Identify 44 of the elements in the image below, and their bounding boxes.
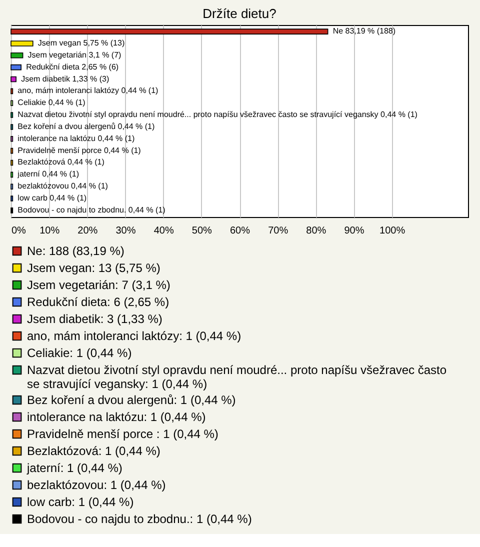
legend-label: Bezlaktózová: 1 (0,44 %) xyxy=(27,444,160,458)
x-tick-label: 90% xyxy=(344,226,364,236)
legend-label: Nazvat dietou životní styl opravdu není moudré... proto napíšu všežravec často se stravující vegansky: 1 (0,44 %) xyxy=(27,363,447,391)
category-label: jaterní 0,44 % (1) xyxy=(18,170,80,179)
x-tick-label: 100% xyxy=(380,226,406,236)
category-label: Bezlaktózová 0,44 % (1) xyxy=(18,158,104,167)
category-label: Pravidelně menší porce 0,44 % (1) xyxy=(18,146,141,155)
category-label: Bez koření a dvou alergenů 0,44 % (1) xyxy=(18,122,155,131)
legend-label: Pravidelně menší porce : 1 (0,44 %) xyxy=(27,427,218,441)
x-tick-label: 20% xyxy=(78,226,98,236)
category-label: Nazvat dietou životní styl opravdu není moudré... proto napíšu všežravec často se stravující vegansky 0,44 % (1) xyxy=(18,110,418,120)
x-tick-label: 0% xyxy=(12,226,26,236)
x-tick-label: 40% xyxy=(154,226,174,236)
legend-label: Jsem diabetik: 3 (1,33 %) xyxy=(27,312,162,326)
category-label: intolerance na laktózu 0,44 % (1) xyxy=(18,134,135,143)
x-tick-label: 70% xyxy=(268,226,288,236)
legend-label: intolerance na laktózu: 1 (0,44 %) xyxy=(27,410,206,424)
x-tick-label: 30% xyxy=(116,226,136,236)
category-label: Redukční dieta 2,65 % (6) xyxy=(26,62,119,72)
legend-label: jaterní: 1 (0,44 %) xyxy=(26,461,122,475)
chart-title: Držíte dietu? xyxy=(202,6,276,21)
category-label: Ne 83,19 % (188) xyxy=(332,26,396,36)
category-label: Jsem vegan 5,75 % (13) xyxy=(38,38,125,48)
x-tick-label: 50% xyxy=(192,226,212,236)
x-tick-label: 60% xyxy=(230,226,250,236)
category-label: Jsem diabetik 1,33 % (3) xyxy=(21,74,110,84)
legend-label: Celiakie: 1 (0,44 %) xyxy=(27,346,132,360)
category-label: bezlaktózovou 0,44 % (1) xyxy=(18,182,108,191)
category-label: ano, mám intoleranci laktózy 0,44 % (1) xyxy=(18,86,158,96)
category-label: Jsem vegetarián 3,1 % (7) xyxy=(28,50,122,60)
category-label: Celiakie 0,44 % (1) xyxy=(18,98,86,108)
legend-label: low carb: 1 (0,44 %) xyxy=(27,495,134,509)
legend-label: Jsem vegetarián: 7 (3,1 %) xyxy=(27,278,170,292)
legend-label: Bodovou - co najdu to zbodnu.: 1 (0,44 %) xyxy=(27,512,252,526)
legend-label: Ne: 188 (83,19 %) xyxy=(27,244,124,258)
x-tick-label: 80% xyxy=(306,226,326,236)
x-tick-label: 10% xyxy=(40,226,60,236)
category-label: low carb 0,44 % (1) xyxy=(18,194,87,203)
legend-label: bezlaktózovou: 1 (0,44 %) xyxy=(27,478,166,492)
legend-label: Bez koření a dvou alergenů: 1 (0,44 %) xyxy=(27,393,236,407)
legend-label: ano, mám intoleranci laktózy: 1 (0,44 %) xyxy=(27,329,242,343)
category-label: Bodovou - co najdu to zbodnu. 0,44 % (1) xyxy=(18,205,166,214)
legend-label: Jsem vegan: 13 (5,75 %) xyxy=(27,261,160,275)
legend-label: Redukční dieta: 6 (2,65 %) xyxy=(27,295,170,309)
